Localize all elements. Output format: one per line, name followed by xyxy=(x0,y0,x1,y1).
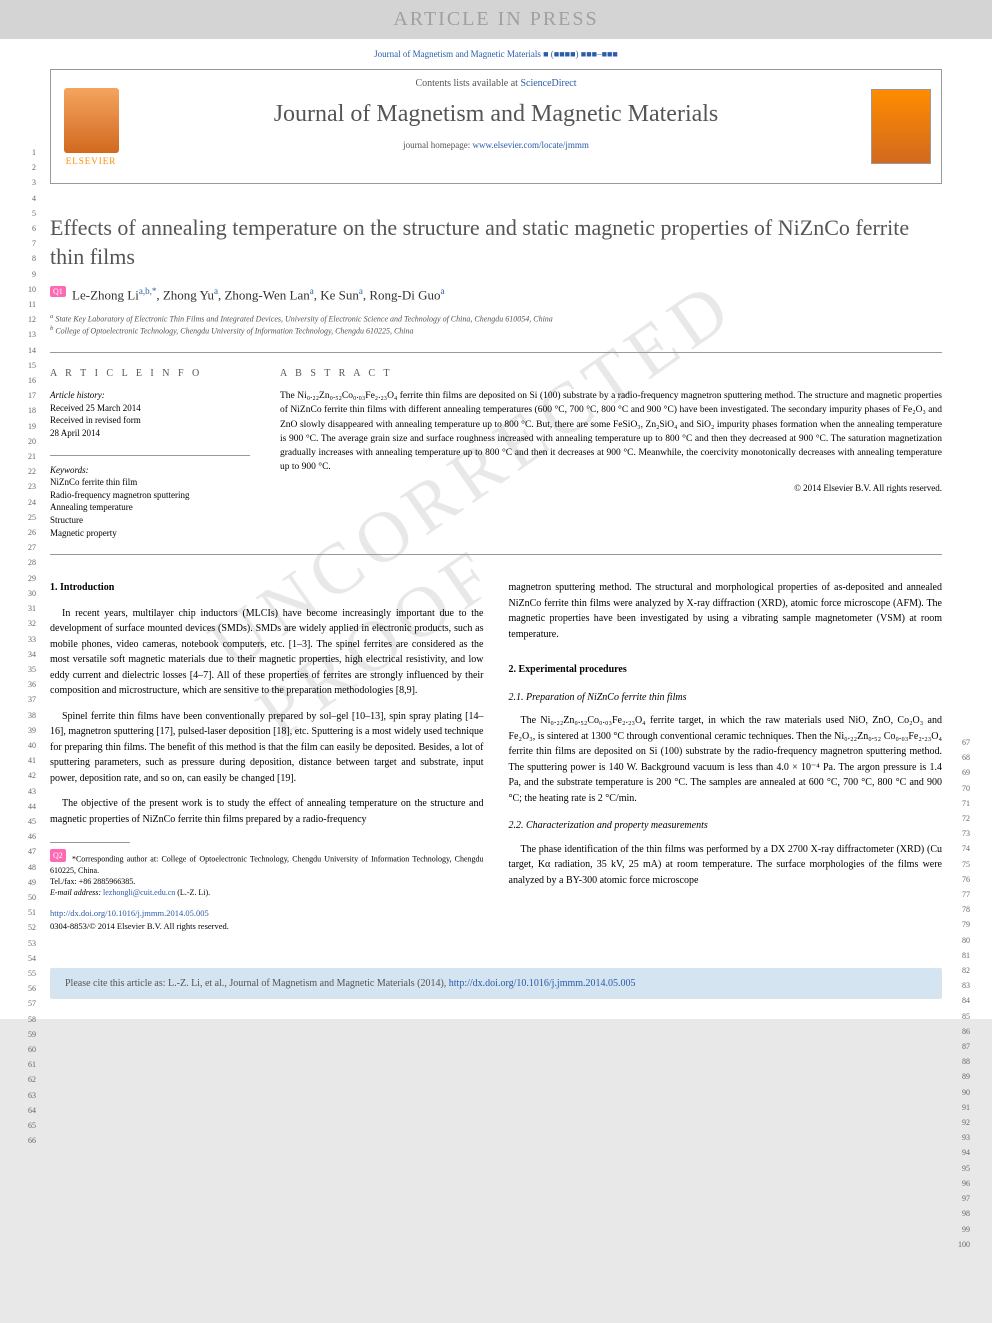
cite-doi-link[interactable]: http://dx.doi.org/10.1016/j.jmmm.2014.05… xyxy=(449,978,636,989)
keyword-3: Annealing temperature xyxy=(50,501,250,514)
journal-header: ELSEVIER Contents lists available at Sci… xyxy=(50,69,942,184)
email-label: E-mail address: xyxy=(50,888,103,897)
keywords-label: Keywords: xyxy=(50,464,250,477)
doi-line: http://dx.doi.org/10.1016/j.jmmm.2014.05… xyxy=(50,907,484,920)
affiliation-a: a State Key Laboratory of Electronic Thi… xyxy=(50,312,942,325)
abstract-header: A B S T R A C T xyxy=(280,368,942,379)
author-3-sup: a xyxy=(310,286,314,296)
elsevier-tree-icon xyxy=(64,88,119,153)
keyword-1: NiZnCo ferrite thin film xyxy=(50,476,250,489)
author-4: Ke Sun xyxy=(320,288,359,303)
char-heading: 2.2. Characterization and property measu… xyxy=(509,818,943,834)
page: ARTICLE IN PRESS Journal of Magnetism an… xyxy=(0,0,992,1019)
column-right: magnetron sputtering method. The structu… xyxy=(509,580,943,933)
prep-heading: 2.1. Preparation of NiZnCo ferrite thin … xyxy=(509,690,943,706)
homepage-link[interactable]: www.elsevier.com/locate/jmmm xyxy=(473,140,589,150)
journal-center: Contents lists available at ScienceDirec… xyxy=(131,70,861,183)
abstract-text: The Ni₀.₂₂Zn₀.₅₂Co₀.₀₃Fe₂.₂₃O₄ ferrite t… xyxy=(280,389,942,475)
divider xyxy=(50,554,942,555)
author-1-sup: a,b,* xyxy=(139,286,157,296)
journal-homepage: journal homepage: www.elsevier.com/locat… xyxy=(131,140,861,150)
journal-cover xyxy=(861,70,941,183)
main-content: Effects of annealing temperature on the … xyxy=(0,184,992,953)
q1-badge: Q1 xyxy=(50,286,66,297)
author-3: Zhong-Wen Lan xyxy=(224,288,309,303)
issn-line: 0304-8853/© 2014 Elsevier B.V. All right… xyxy=(50,920,484,933)
cover-thumbnail-icon xyxy=(871,89,931,164)
author-4-sup: a xyxy=(359,286,363,296)
revised-label: Received in revised form xyxy=(50,414,250,427)
homepage-label: journal homepage: xyxy=(403,140,472,150)
prep-p1: The Ni₀.₂₂Zn₀.₅₂Co₀.₀₃Fe₂.₂₃O₄ ferrite t… xyxy=(509,713,943,806)
abstract: A B S T R A C T The Ni₀.₂₂Zn₀.₅₂Co₀.₀₃Fe… xyxy=(280,368,942,539)
sciencedirect-link[interactable]: ScienceDirect xyxy=(520,78,576,89)
journal-name: Journal of Magnetism and Magnetic Materi… xyxy=(131,101,861,128)
author-2-sup: a xyxy=(214,286,218,296)
author-2: Zhong Yu xyxy=(163,288,214,303)
article-info: A R T I C L E I N F O Article history: R… xyxy=(50,368,250,539)
info-divider xyxy=(50,455,250,456)
keyword-5: Magnetic property xyxy=(50,527,250,540)
doi-link[interactable]: http://dx.doi.org/10.1016/j.jmmm.2014.05… xyxy=(50,908,209,918)
article-history: Article history: Received 25 March 2014 … xyxy=(50,389,250,439)
email-link[interactable]: lezhongli@cuit.edu.cn xyxy=(103,888,175,897)
cite-box: Please cite this article as: L.-Z. Li, e… xyxy=(50,968,942,999)
keyword-2: Radio-frequency magnetron sputtering xyxy=(50,489,250,502)
info-abstract-row: A R T I C L E I N F O Article history: R… xyxy=(50,353,942,554)
article-in-press-banner: ARTICLE IN PRESS xyxy=(0,0,992,39)
intro-p1: In recent years, multilayer chip inducto… xyxy=(50,606,484,699)
affiliation-b: b College of Optoelectronic Technology, … xyxy=(50,324,942,337)
tel-fax: Tel./fax: +86 2885966385. xyxy=(50,877,135,886)
footnote-divider xyxy=(50,842,130,843)
keyword-4: Structure xyxy=(50,514,250,527)
contents-line: Contents lists available at ScienceDirec… xyxy=(131,78,861,89)
exp-heading: 2. Experimental procedures xyxy=(509,662,943,678)
email-name: (L.-Z. Li). xyxy=(175,888,210,897)
col2-p1: magnetron sputtering method. The structu… xyxy=(509,580,943,642)
body-columns: 1. Introduction In recent years, multila… xyxy=(50,580,942,933)
author-1: Le-Zhong Li xyxy=(72,288,139,303)
received-date: Received 25 March 2014 xyxy=(50,402,250,415)
authors: Q1 Le-Zhong Lia,b,*, Zhong Yua, Zhong-We… xyxy=(50,286,942,303)
column-left: 1. Introduction In recent years, multila… xyxy=(50,580,484,933)
contents-label: Contents lists available at xyxy=(415,78,520,89)
history-label: Article history: xyxy=(50,389,250,402)
abstract-copyright: © 2014 Elsevier B.V. All rights reserved… xyxy=(280,483,942,493)
cite-text: Please cite this article as: L.-Z. Li, e… xyxy=(65,978,449,989)
intro-heading: 1. Introduction xyxy=(50,580,484,596)
citation-top: Journal of Magnetism and Magnetic Materi… xyxy=(0,39,992,69)
article-info-header: A R T I C L E I N F O xyxy=(50,368,250,379)
elsevier-logo: ELSEVIER xyxy=(51,70,131,183)
elsevier-text: ELSEVIER xyxy=(66,156,117,166)
char-p1: The phase identification of the thin fil… xyxy=(509,842,943,889)
author-5-sup: a xyxy=(441,286,445,296)
intro-p2: Spinel ferrite thin films have been conv… xyxy=(50,709,484,787)
revised-date: 28 April 2014 xyxy=(50,427,250,440)
footnotes: Q2 *Corresponding author at: College of … xyxy=(50,849,484,898)
keywords: Keywords: NiZnCo ferrite thin film Radio… xyxy=(50,464,250,540)
author-5: Rong-Di Guo xyxy=(369,288,440,303)
q2-badge: Q2 xyxy=(50,849,66,862)
article-title: Effects of annealing temperature on the … xyxy=(50,214,942,271)
corresponding-author: *Corresponding author at: College of Opt… xyxy=(50,855,484,875)
intro-p3: The objective of the present work is to … xyxy=(50,796,484,827)
affiliations: a State Key Laboratory of Electronic Thi… xyxy=(50,312,942,338)
